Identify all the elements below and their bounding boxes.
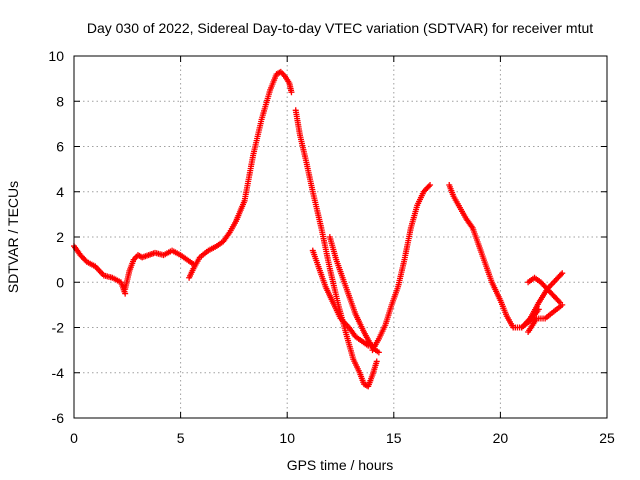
series-arc-2 [122,247,197,293]
x-tick-label: 10 [279,430,295,446]
y-axis-label: SDTVAR / TECUs [5,181,21,293]
x-tick-label: 15 [386,430,402,446]
y-tick-label: -4 [52,365,65,381]
y-tick-label: 0 [56,274,64,290]
series-arc-7 [369,181,434,354]
y-tick-labels: -6 -4 -2 0 2 4 6 8 10 [48,48,64,426]
series-arc-1 [71,243,129,297]
y-tick-label: 2 [56,229,64,245]
series-arc-11 [525,301,566,336]
y-tick-label: 10 [48,48,64,64]
y-tick-label: -6 [52,410,65,426]
data-point [427,181,434,188]
data-points [71,68,566,390]
x-tick-label: 20 [493,430,509,446]
x-tick-labels: 0 5 10 15 20 25 [70,430,615,446]
series-arc-10 [518,270,566,331]
axis-ticks [73,55,608,419]
series-arc-3 [186,68,295,281]
y-tick-label: -2 [52,320,65,336]
series-arc-4 [292,107,380,390]
chart-title: Day 030 of 2022, Sidereal Day-to-day VTE… [87,20,593,36]
data-point [288,89,295,96]
grid [74,56,607,418]
x-tick-label: 25 [599,430,615,446]
x-tick-label: 0 [70,430,78,446]
data-point [373,358,380,365]
y-tick-label: 6 [56,139,64,155]
data-point [375,349,382,356]
data-point [559,270,566,277]
series-arc-8 [446,181,542,331]
y-tick-label: 4 [56,184,64,200]
x-tick-label: 5 [177,430,185,446]
data-point [559,301,566,308]
y-tick-label: 8 [56,93,64,109]
x-axis-label: GPS time / hours [287,457,394,473]
